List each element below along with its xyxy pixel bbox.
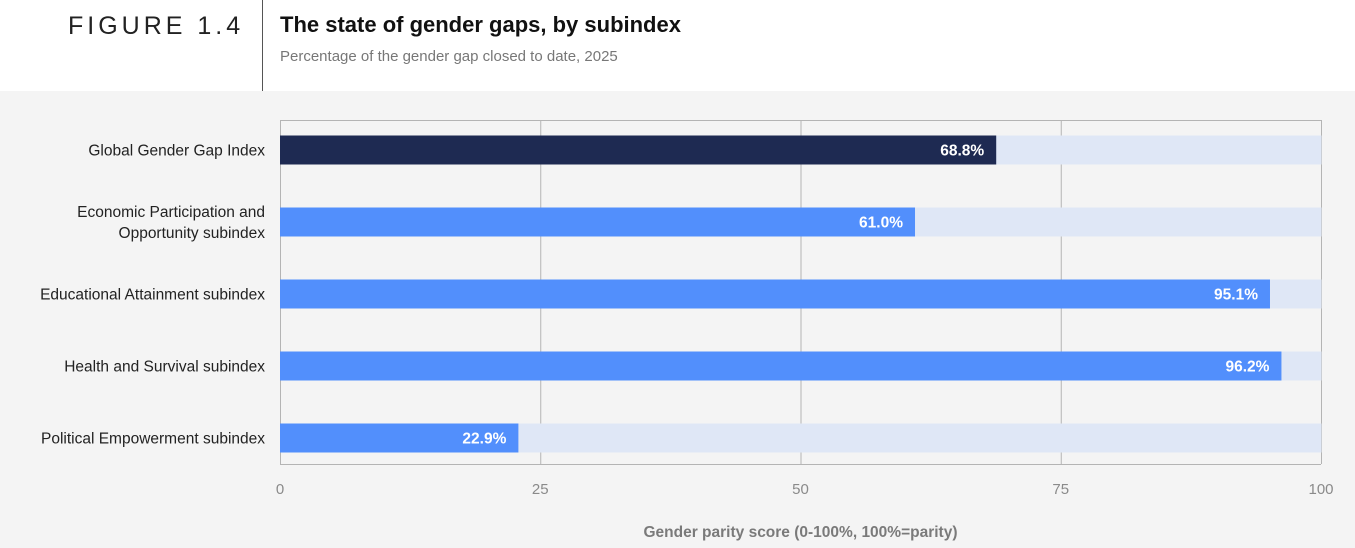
x-tick-label: 100 [1308,481,1333,498]
label-layer: 68.8% Global Gender Gap Index 61.0% Economi… [40,143,1270,448]
category-label-line: Educational Attainment subindex [40,287,265,304]
x-tick-label: 0 [276,481,284,498]
bar [280,207,916,237]
bar-chart: 68.8% Global Gender Gap Index 61.0% Economi… [40,120,1334,541]
axis-layer: 0 25 50 75 100 [276,481,1334,498]
header-divider [262,0,263,91]
figure-header: FIGURE 1.4 The state of gender gaps, by … [0,0,1355,91]
bar [280,351,1282,381]
category-label-line: Opportunity subindex [119,225,266,242]
bar-value-label: 68.8% [940,143,984,160]
x-tick-label: 25 [532,481,549,498]
category-label-line: Economic Participation and [77,204,265,221]
category-label: Global Gender Gap Index [88,143,265,160]
bar-value-label: 22.9% [462,431,506,448]
bar [280,279,1270,309]
bar-layer [280,135,1322,453]
chart-title: The state of gender gaps, by subindex [280,12,681,37]
bar-value-label: 96.2% [1225,359,1269,376]
category-label: Health and Survival subindex [64,359,265,376]
x-axis-title: Gender parity score (0-100%, 100%=parity… [643,524,957,541]
category-label: Economic Participation and Opportunity su… [77,204,265,242]
category-label-line: Political Empowerment subindex [41,431,265,448]
category-label-line: Global Gender Gap Index [88,143,265,160]
category-label-line: Health and Survival subindex [64,359,265,376]
category-label: Educational Attainment subindex [40,287,265,304]
figure-label: FIGURE 1.4 [68,12,245,40]
category-label: Political Empowerment subindex [41,431,265,448]
chart-subtitle: Percentage of the gender gap closed to d… [280,48,618,65]
bar-value-label: 61.0% [859,215,903,232]
highlight-bar [280,135,997,165]
chart-area: 68.8% Global Gender Gap Index 61.0% Economi… [0,91,1355,548]
x-tick-label: 50 [792,481,809,498]
bar-value-label: 95.1% [1214,287,1258,304]
x-tick-label: 75 [1052,481,1069,498]
bar [280,423,519,453]
